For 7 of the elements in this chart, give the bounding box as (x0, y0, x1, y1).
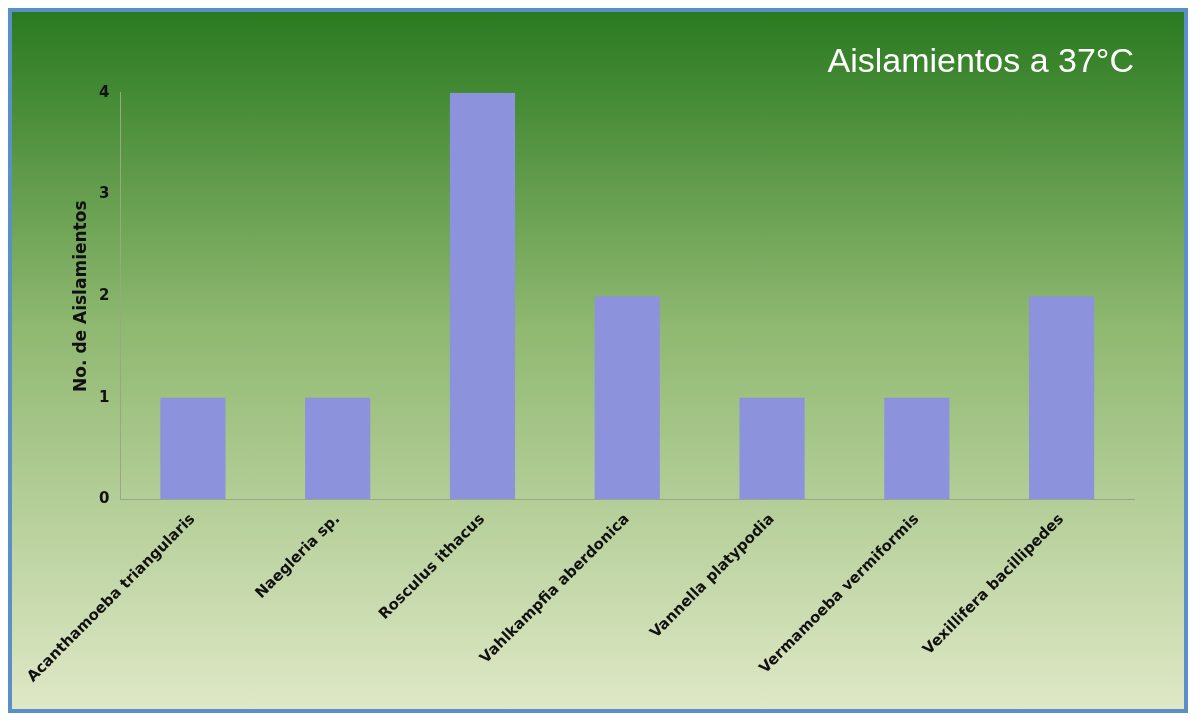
y-axis-title: No. de Aislamientos (70, 200, 91, 392)
y-tick-label: 1 (99, 387, 110, 406)
y-tick-label: 0 (99, 489, 110, 508)
y-tick-label: 4 (99, 82, 110, 101)
y-tick-label: 3 (99, 184, 110, 203)
y-tick-label: 2 (99, 286, 110, 305)
chart-title: Aislamientos a 37°C (827, 40, 1134, 79)
